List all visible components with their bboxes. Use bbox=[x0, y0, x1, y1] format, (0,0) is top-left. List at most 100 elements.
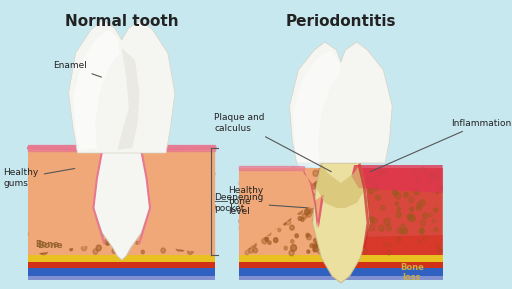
Circle shape bbox=[52, 164, 55, 167]
Circle shape bbox=[289, 250, 294, 256]
Circle shape bbox=[179, 183, 184, 189]
Circle shape bbox=[31, 243, 35, 248]
Circle shape bbox=[286, 174, 290, 179]
Circle shape bbox=[81, 245, 87, 251]
Circle shape bbox=[185, 220, 189, 225]
Circle shape bbox=[340, 234, 343, 238]
Circle shape bbox=[277, 216, 280, 220]
Circle shape bbox=[261, 168, 267, 175]
Circle shape bbox=[286, 213, 291, 219]
Circle shape bbox=[142, 190, 147, 195]
Text: Healthy
bone
level: Healthy bone level bbox=[228, 186, 264, 216]
Circle shape bbox=[198, 230, 203, 236]
Circle shape bbox=[419, 229, 424, 234]
Circle shape bbox=[239, 218, 245, 225]
Circle shape bbox=[272, 222, 277, 228]
Circle shape bbox=[204, 173, 209, 178]
Circle shape bbox=[78, 204, 83, 210]
Circle shape bbox=[100, 232, 104, 236]
Circle shape bbox=[352, 214, 356, 219]
Circle shape bbox=[313, 170, 318, 176]
Polygon shape bbox=[93, 150, 150, 260]
Circle shape bbox=[152, 227, 155, 230]
Circle shape bbox=[57, 164, 60, 168]
Circle shape bbox=[96, 174, 101, 180]
Circle shape bbox=[136, 186, 142, 193]
Circle shape bbox=[240, 171, 244, 176]
Circle shape bbox=[59, 177, 62, 181]
Circle shape bbox=[31, 160, 34, 164]
Circle shape bbox=[126, 173, 130, 177]
Circle shape bbox=[174, 166, 179, 171]
Circle shape bbox=[345, 199, 348, 203]
Circle shape bbox=[52, 150, 57, 156]
Circle shape bbox=[169, 169, 174, 175]
Circle shape bbox=[245, 177, 250, 183]
Circle shape bbox=[174, 230, 177, 233]
Circle shape bbox=[140, 201, 143, 205]
Circle shape bbox=[119, 197, 122, 201]
Circle shape bbox=[184, 173, 188, 178]
Bar bbox=[28, 255, 215, 262]
Circle shape bbox=[291, 244, 296, 251]
Circle shape bbox=[275, 190, 278, 193]
Circle shape bbox=[291, 179, 297, 186]
Circle shape bbox=[341, 199, 346, 204]
Circle shape bbox=[150, 165, 152, 168]
Circle shape bbox=[257, 207, 262, 212]
Circle shape bbox=[84, 202, 88, 206]
Polygon shape bbox=[351, 165, 443, 193]
Circle shape bbox=[239, 181, 243, 186]
Circle shape bbox=[345, 203, 351, 210]
Circle shape bbox=[176, 244, 182, 251]
Circle shape bbox=[169, 167, 173, 171]
Circle shape bbox=[356, 200, 359, 204]
Circle shape bbox=[73, 231, 78, 238]
Circle shape bbox=[339, 184, 343, 188]
Circle shape bbox=[300, 173, 305, 178]
Circle shape bbox=[29, 177, 34, 182]
Circle shape bbox=[200, 240, 205, 245]
Circle shape bbox=[347, 212, 351, 217]
Circle shape bbox=[140, 149, 143, 153]
Polygon shape bbox=[304, 170, 324, 228]
Circle shape bbox=[112, 249, 116, 253]
Circle shape bbox=[76, 237, 82, 244]
Circle shape bbox=[294, 201, 298, 205]
Circle shape bbox=[78, 209, 82, 213]
Circle shape bbox=[48, 188, 54, 194]
Circle shape bbox=[288, 169, 292, 173]
Circle shape bbox=[359, 185, 362, 189]
Circle shape bbox=[290, 225, 294, 230]
Circle shape bbox=[136, 225, 140, 229]
Circle shape bbox=[411, 169, 415, 174]
Circle shape bbox=[257, 227, 261, 231]
Circle shape bbox=[356, 217, 359, 221]
Circle shape bbox=[97, 212, 101, 217]
Circle shape bbox=[269, 216, 272, 220]
Circle shape bbox=[282, 197, 285, 201]
Circle shape bbox=[67, 151, 70, 155]
Circle shape bbox=[270, 215, 274, 220]
Circle shape bbox=[354, 204, 358, 208]
Circle shape bbox=[134, 151, 138, 156]
Circle shape bbox=[44, 210, 47, 214]
Circle shape bbox=[42, 202, 47, 206]
Circle shape bbox=[316, 243, 318, 246]
Circle shape bbox=[256, 209, 261, 214]
Circle shape bbox=[93, 177, 99, 183]
Circle shape bbox=[318, 168, 324, 174]
Circle shape bbox=[29, 200, 33, 205]
Circle shape bbox=[348, 209, 352, 214]
Circle shape bbox=[307, 250, 310, 253]
Circle shape bbox=[319, 245, 323, 250]
Polygon shape bbox=[239, 168, 323, 255]
Circle shape bbox=[186, 212, 190, 216]
Circle shape bbox=[74, 217, 79, 223]
Circle shape bbox=[210, 204, 216, 210]
Circle shape bbox=[67, 149, 70, 153]
Circle shape bbox=[429, 172, 434, 178]
Circle shape bbox=[122, 203, 125, 207]
Circle shape bbox=[327, 223, 330, 227]
Circle shape bbox=[32, 242, 35, 246]
